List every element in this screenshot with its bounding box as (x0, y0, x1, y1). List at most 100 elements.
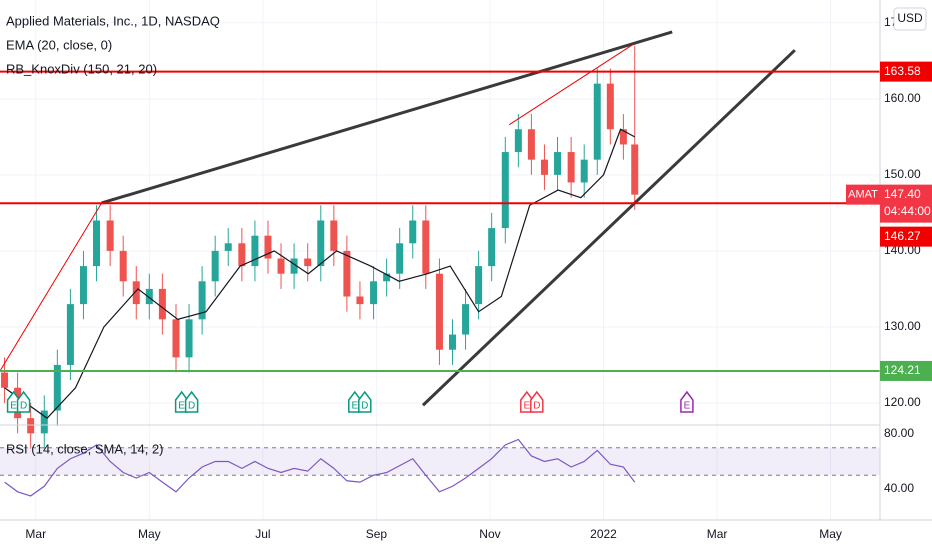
candle-body (1, 372, 9, 388)
price-label-bg (880, 360, 932, 381)
x-tick-label: Mar (707, 527, 728, 541)
candle-body (119, 250, 127, 282)
candle-body (264, 235, 272, 259)
chart-title: Applied Materials, Inc., 1D, NASDAQ (6, 13, 220, 28)
trend-line (101, 30, 673, 205)
candle-body (606, 83, 614, 130)
event-label: D (188, 401, 195, 412)
indicator-label: RB_KnoxDiv (150, 21, 20) (6, 61, 157, 76)
candle-body (198, 281, 206, 320)
x-tick-label: Mar (25, 527, 46, 541)
candle-body (422, 220, 430, 274)
symbol-badge (846, 184, 880, 205)
candle-body (554, 152, 562, 175)
event-label: D (20, 401, 27, 412)
candle-body (290, 258, 298, 274)
rsi-tick-label: 40.00 (884, 481, 914, 495)
rsi-label: RSI (14, close, SMA, 14, 2) (6, 441, 164, 456)
price-label-bg (880, 61, 932, 82)
candle-body (488, 228, 496, 267)
candle-body (593, 83, 601, 160)
x-tick-label: 2022 (590, 527, 617, 541)
indicator-label: EMA (20, close, 0) (6, 37, 112, 52)
event-marker (16, 390, 31, 413)
y-tick-label: 120.00 (884, 395, 921, 409)
price-label: 124.21 (884, 363, 921, 377)
event-label: E (351, 401, 358, 412)
candle-body (343, 250, 351, 297)
y-tick-label: 160.00 (884, 91, 921, 105)
event-marker (184, 390, 199, 413)
candle-body (277, 258, 285, 274)
event-marker (680, 390, 694, 413)
x-tick-label: May (138, 527, 161, 541)
candle-body (370, 281, 378, 305)
x-tick-label: May (819, 527, 842, 541)
candle-body (132, 281, 140, 305)
candle-body (356, 296, 364, 305)
ema-line (4, 128, 636, 419)
candle-body (27, 418, 35, 434)
x-tick-label: Nov (479, 527, 500, 541)
candle-body (93, 220, 101, 267)
price-label-bg (880, 226, 932, 247)
event-marker (358, 390, 372, 413)
event-label: E (178, 401, 185, 412)
y-tick-label: 130.00 (884, 319, 921, 333)
candle-body (501, 152, 509, 229)
candle-body (514, 129, 522, 153)
candle-body (448, 334, 456, 350)
candle-body (53, 364, 61, 411)
candle-body (238, 243, 246, 267)
candle-body (396, 243, 404, 274)
candle-body (172, 319, 180, 358)
x-tick-label: Sep (366, 527, 388, 541)
last-price-bg (880, 184, 932, 223)
event-label: D (533, 401, 540, 412)
candle-body (383, 273, 391, 282)
event-marker (530, 390, 544, 413)
trend-line (421, 49, 796, 407)
candle-body (304, 258, 312, 267)
candle-body (145, 288, 153, 305)
candle-body (317, 220, 325, 267)
price-label: 163.58 (884, 64, 921, 78)
trend-line (0, 202, 103, 372)
candle-body (251, 235, 259, 267)
candle-body (158, 288, 166, 320)
event-label: E (10, 401, 17, 412)
currency-button[interactable] (893, 7, 927, 31)
event-label: E (523, 401, 530, 412)
candle-body (631, 144, 639, 195)
candle-body (619, 129, 627, 145)
countdown-label: 04:44:00 (884, 204, 931, 218)
y-tick-label: 150.00 (884, 167, 921, 181)
currency[interactable]: USD (897, 11, 923, 25)
candle-body (409, 220, 417, 244)
candle-body (106, 220, 114, 251)
symbol-label: AMAT (848, 189, 878, 201)
candle-body (79, 266, 87, 305)
price-label: 146.27 (884, 229, 921, 243)
candle-body (475, 266, 483, 305)
candle-body (527, 129, 535, 160)
candle-body (462, 304, 470, 335)
last-price-label: 147.40 (884, 187, 921, 201)
rsi-line (4, 438, 636, 497)
rsi-tick-label: 80.00 (884, 426, 914, 440)
candle-body (185, 319, 193, 358)
candle-body (540, 159, 548, 175)
candle-body (40, 410, 48, 434)
candle-body (66, 304, 74, 365)
candle-body (211, 250, 219, 282)
candle-body (224, 243, 232, 251)
candle-body (435, 273, 443, 350)
candle-body (330, 220, 338, 251)
rsi-band (0, 447, 880, 476)
event-label: E (684, 401, 691, 412)
candle-body (567, 152, 575, 183)
event-label: D (361, 401, 368, 412)
